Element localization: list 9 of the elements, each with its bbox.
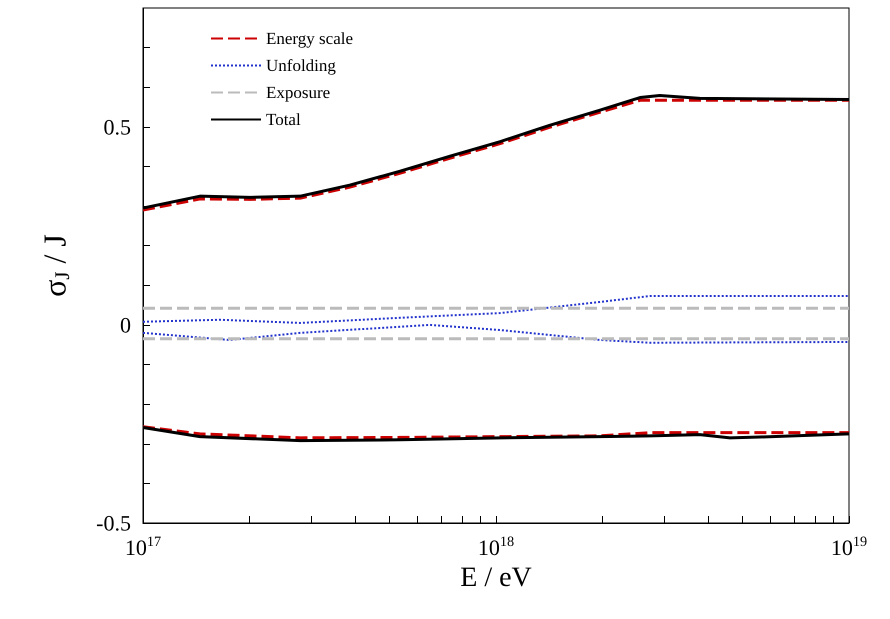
legend-label: Total: [266, 110, 301, 129]
y-tick-label: 0: [120, 312, 131, 338]
legend-label: Unfolding: [266, 56, 336, 75]
y-tick-label: 0.5: [104, 114, 131, 140]
y-tick-label: -0.5: [96, 510, 131, 536]
x-axis-title: E / eV: [460, 562, 532, 593]
legend-label: Energy scale: [266, 29, 354, 48]
legend-label: Exposure: [266, 83, 330, 102]
y-axis-title: σJ / J: [36, 234, 74, 297]
